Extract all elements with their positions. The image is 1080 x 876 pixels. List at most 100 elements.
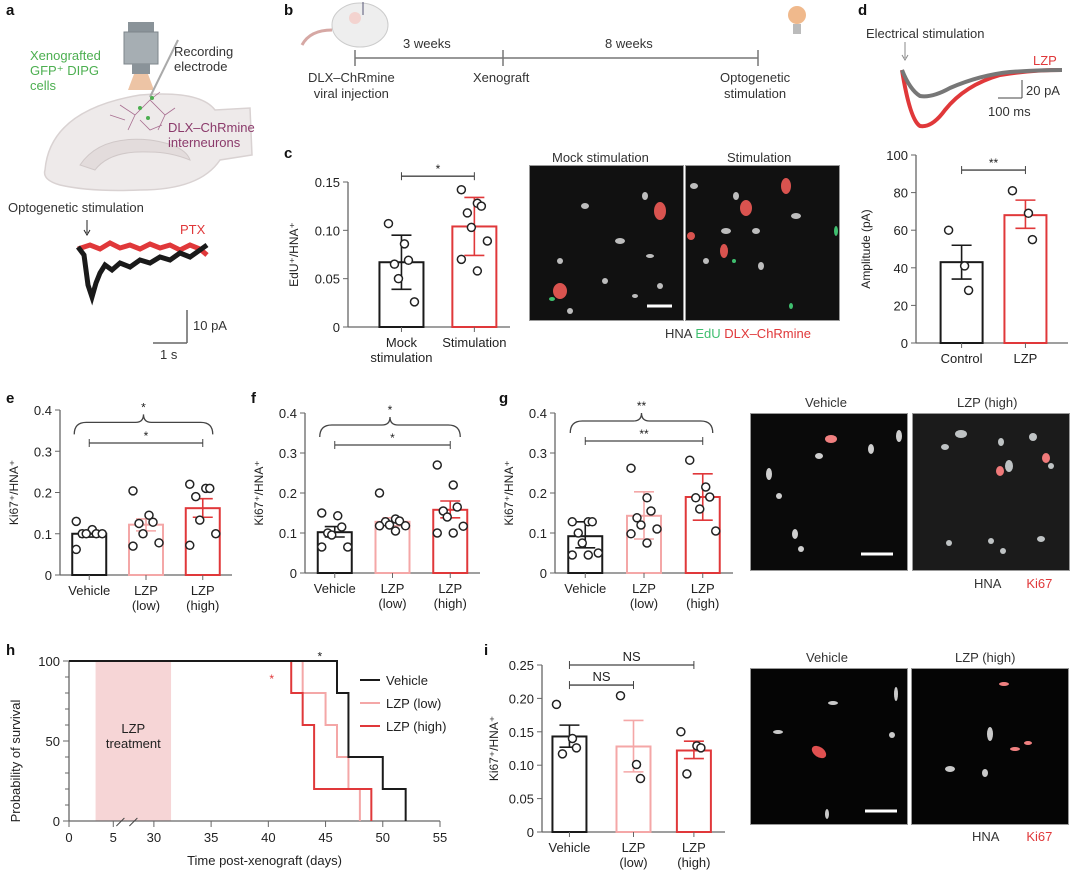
elec-stim-title: Electrical stimulation [866,26,985,41]
ptx-trace [77,240,209,257]
i-lzp-cells [945,682,1032,777]
step-optogenetic: Optogenetic stimulation [720,70,790,102]
legend-dlx: DLX–ChRmine [724,326,811,341]
bar-lzp [1003,214,1048,344]
micro-c-legend: HNA EdU DLX–ChRmine [665,326,811,341]
y-tick-label: 50 [46,734,60,749]
x-tick-label: LZP [622,840,646,855]
i-vehicle-cells [773,687,898,819]
mock-stim-cells [549,192,672,314]
legend-i-ki67: Ki67 [1026,829,1053,844]
electrode-label-line1: Recording [174,44,234,59]
data-point [567,517,578,527]
data-point [71,516,81,527]
x-tick-label: 45 [318,830,332,845]
y-tick-label: 0.4 [279,406,297,421]
step-optogenetic-line2: stimulation [723,86,787,101]
x-tick-label: 35 [204,830,218,845]
data-point [128,541,138,551]
significance-label: ** [989,156,999,170]
light-cone [128,74,154,90]
data-point [389,259,400,269]
micro-i-title-left: Vehicle [806,650,848,665]
data-point [710,526,721,536]
data-point [456,184,467,195]
y-tick-label: 0.1 [529,526,547,541]
data-point [71,544,81,555]
data-point [448,528,458,538]
data-point [577,538,588,548]
data-point [567,550,578,560]
micro-g-title-left: Vehicle [805,395,847,410]
y-tick-label: 0.05 [509,792,534,807]
x-tick-label: 50 [376,830,390,845]
x-tick-label: (low) [378,596,406,611]
x-tick-label: 55 [433,830,447,845]
lightbulb-icon [788,6,806,34]
data-point [211,529,221,539]
y-tick-label: 0.1 [279,526,297,541]
significance-brace [569,412,714,434]
x-tick-label: 0 [65,830,72,845]
panel-label-a: a [6,2,15,19]
x-tick-label: LZP [134,583,158,598]
data-point [393,273,404,284]
significance-brace [73,414,214,435]
g-vehicle-cells [766,430,902,556]
y-tick-label: 0.3 [279,446,297,461]
panel-label-g: g [499,390,509,407]
data-point [587,517,598,527]
data-point [694,504,705,514]
mouse-icon [300,2,389,48]
micro-i-legend: HNA Ki67 [972,829,1052,844]
x-tick-label: (high) [434,596,467,611]
chart-d: 0 20 40 60 80 100 Amplitude (pA) Control LZP ** [859,148,1068,366]
panel-label-i: i [484,642,489,659]
objective-body [123,31,159,65]
y-axis-label: Ki67⁺/HNA⁺ [7,460,21,525]
y-tick-label: 0 [53,814,60,829]
micro-c-title-right: Stimulation [727,150,792,165]
data-point [462,208,473,218]
xenograft-label-line3: cells [30,78,57,93]
data-point [615,690,626,701]
xenograft-label-line1: Xenografted [30,48,101,63]
y-tick-label: 0.3 [34,444,52,459]
panel-label-e: e [6,390,15,407]
micro-c-title-left: Mock stimulation [552,150,649,165]
data-point [394,516,405,526]
data-point [134,518,144,529]
y-axis-label: EdU⁺/HNA⁺ [287,222,301,287]
data-point [959,261,970,271]
legend-label: LZP (high) [386,719,446,734]
data-point [195,515,205,525]
legend-hna: HNA [665,326,692,341]
stim-arrowhead [83,229,91,236]
panel-label-d: d [858,2,868,19]
electrode-label-line2: electrode [174,59,228,74]
y-tick-label: 0.10 [509,758,534,773]
legend-label: Vehicle [386,673,428,688]
panel-label-b: b [284,2,294,19]
y-tick-label: 0 [45,568,52,583]
x-tick-label: (high) [186,598,219,613]
bar-vehicle [71,532,108,576]
data-point [432,460,442,470]
data-point [456,254,467,265]
x-tick-label: Vehicle [314,581,356,596]
data-point [690,493,701,503]
y-tick-label: 0.25 [509,658,534,673]
y-tick-label: 0.10 [315,223,340,238]
gfp-cells [138,96,154,120]
x-tick-label: LZP [682,840,706,855]
scale-x-label: 1 s [160,347,178,362]
data-point [458,521,468,531]
data-point [626,463,636,473]
data-point [642,493,652,503]
data-point [636,520,646,530]
data-point [409,297,420,307]
step-optogenetic-line1: Optogenetic [720,70,791,85]
interneuron-label-line2: interneurons [168,135,241,150]
panel-a-schematic [43,22,253,192]
